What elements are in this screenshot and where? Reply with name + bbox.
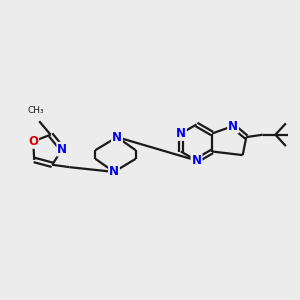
Text: O: O — [28, 135, 38, 148]
Text: N: N — [191, 154, 202, 167]
Text: CH₃: CH₃ — [27, 106, 44, 115]
Text: N: N — [109, 165, 119, 178]
Text: N: N — [57, 143, 67, 156]
Text: N: N — [112, 130, 122, 144]
Text: N: N — [176, 127, 186, 140]
Text: N: N — [228, 119, 238, 133]
